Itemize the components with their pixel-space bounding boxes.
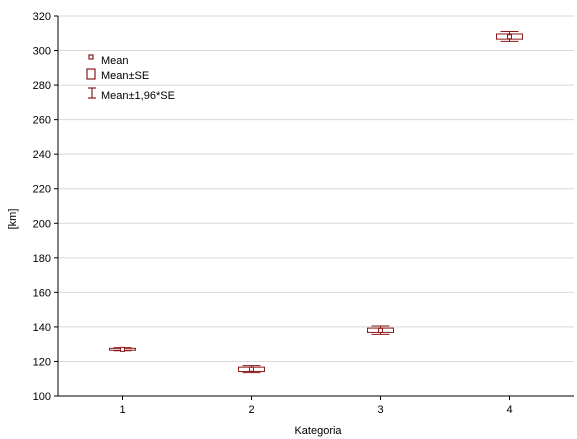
y-tick-label: 260 xyxy=(33,115,51,127)
y-tick-label: 100 xyxy=(33,391,51,403)
y-tick-label: 280 xyxy=(33,80,51,92)
x-tick-label: 1 xyxy=(119,404,125,416)
legend-label-mean: Mean xyxy=(101,55,129,67)
category-2-mark xyxy=(238,365,265,374)
x-tick-labels: 1 2 3 4 xyxy=(119,404,512,416)
y-tick-label: 220 xyxy=(33,184,51,196)
y-tick-label: 140 xyxy=(33,322,51,334)
legend-box-symbol xyxy=(86,68,96,80)
legend-whisker-symbol xyxy=(88,87,96,99)
data-marks xyxy=(109,31,523,374)
y-tick-label: 180 xyxy=(33,253,51,265)
legend-label-ci: Mean±1,96*SE xyxy=(101,90,175,102)
gridlines xyxy=(58,15,574,362)
x-tick-label: 2 xyxy=(248,404,254,416)
legend: Mean Mean±SE Mean±1,96*SE xyxy=(86,54,175,102)
y-axis-title: [km] xyxy=(7,209,19,230)
x-tick-label: 3 xyxy=(377,404,383,416)
y-tick-label: 120 xyxy=(33,356,51,368)
axes xyxy=(54,15,574,400)
legend-mean-symbol xyxy=(88,54,94,60)
y-tick-label: 240 xyxy=(33,149,51,161)
legend-label-se: Mean±SE xyxy=(101,70,149,82)
y-tick-label: 160 xyxy=(33,287,51,299)
mean-marker xyxy=(249,366,254,372)
mean-marker xyxy=(378,327,383,333)
mean-marker xyxy=(507,34,512,40)
y-tick-labels: 100 120 140 160 180 200 220 240 260 280 300 320 xyxy=(33,11,51,403)
y-tick-label: 200 xyxy=(33,218,51,230)
x-axis-title: Kategoria xyxy=(294,425,342,437)
category-1-mark xyxy=(109,346,136,352)
category-3-mark xyxy=(367,325,394,335)
y-tick-label: 300 xyxy=(33,46,51,58)
mean-marker xyxy=(120,346,125,352)
y-tick-label: 320 xyxy=(33,11,51,23)
category-4-mark xyxy=(496,31,523,42)
x-tick-label: 4 xyxy=(506,404,512,416)
